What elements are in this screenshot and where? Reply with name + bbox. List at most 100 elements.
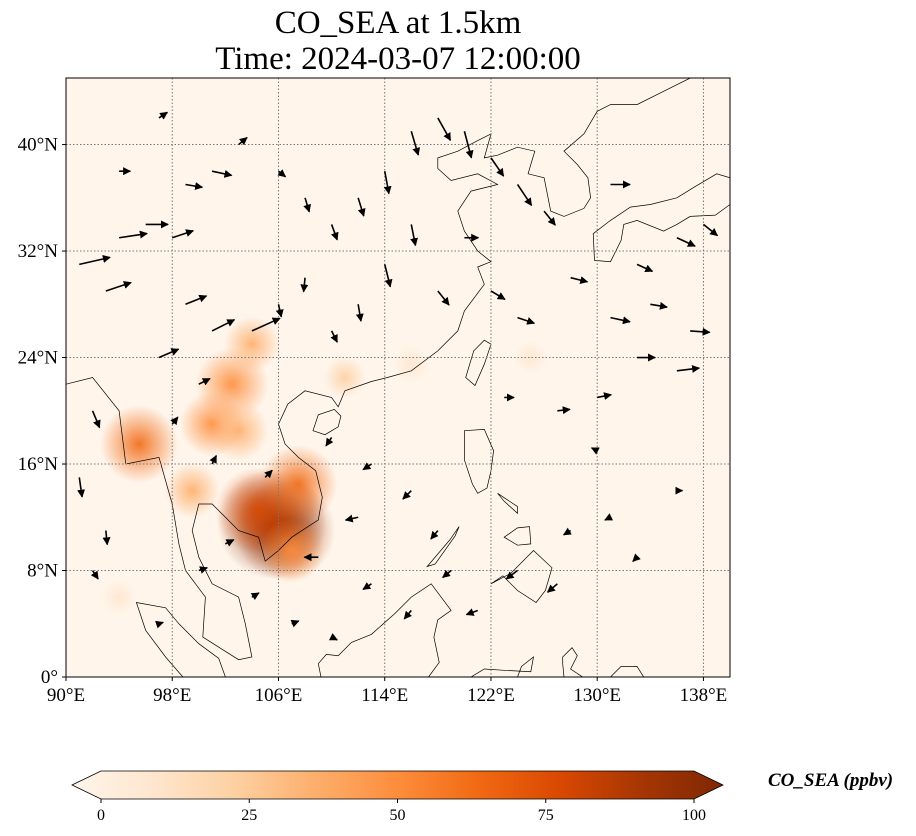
wind-arrow <box>102 530 111 546</box>
coastline <box>426 526 460 568</box>
y-tick-label: 24°N <box>18 348 59 369</box>
wind-arrow <box>570 276 589 285</box>
wind-arrow <box>557 406 571 415</box>
wind-arrow <box>437 290 450 306</box>
wind-arrow <box>590 447 600 455</box>
coastline <box>503 526 532 546</box>
co-hotspot <box>323 356 366 399</box>
coastline <box>317 583 452 677</box>
y-axis-ticks: 0° 8°N 16°N 24°N 32°N 40°N <box>18 135 66 688</box>
wind-arrow <box>437 117 452 142</box>
coastline <box>66 78 691 661</box>
wind-arrow <box>597 392 612 401</box>
x-tick-label: 122°E <box>467 685 515 706</box>
coastline <box>610 666 645 677</box>
wind-arrow <box>610 316 631 325</box>
wind-arrow <box>211 169 233 178</box>
wind-arrow <box>225 538 235 547</box>
wind-arrow <box>490 157 505 177</box>
x-tick-label: 130°E <box>573 685 621 706</box>
map-title: CO_SEA at 1.5km <box>274 5 522 41</box>
wind-vectors <box>77 111 719 641</box>
coastline <box>470 656 535 677</box>
wind-arrow <box>250 592 260 601</box>
wind-arrow <box>546 583 558 593</box>
colorbar-tick-label: 50 <box>390 807 406 824</box>
wind-arrow <box>562 527 572 536</box>
wind-arrow <box>383 171 392 195</box>
wind-arrow <box>300 277 309 293</box>
wind-arrow <box>330 330 338 343</box>
wind-arrow <box>105 281 132 292</box>
colorbar-tick-label: 100 <box>682 807 706 824</box>
colorbar-tick-label: 75 <box>538 807 554 824</box>
wind-arrow <box>632 553 641 562</box>
co-hotspot <box>259 518 325 583</box>
wind-arrow <box>355 304 364 322</box>
wind-arrow <box>211 318 236 332</box>
wind-arrow <box>158 111 169 120</box>
colorbar-tick-label: 25 <box>241 807 257 824</box>
wind-arrow <box>77 477 86 498</box>
wind-arrow <box>277 169 287 178</box>
wind-arrow <box>238 136 248 146</box>
co-concentration-field <box>100 316 548 615</box>
y-tick-label: 16°N <box>18 454 59 475</box>
co-hotspot <box>164 462 220 519</box>
wind-arrow <box>604 513 614 521</box>
y-tick-label: 40°N <box>18 135 59 156</box>
map-frame <box>65 77 731 678</box>
coastlines <box>66 78 730 677</box>
wind-arrow <box>403 609 412 620</box>
wind-arrow <box>185 294 208 306</box>
colorbar-ramp <box>71 770 724 800</box>
wind-arrow <box>676 237 696 247</box>
wind-arrow <box>383 264 393 288</box>
wind-arrow <box>79 255 111 266</box>
wind-arrow <box>185 182 204 191</box>
wind-arrow <box>543 210 556 226</box>
map-plot-area <box>66 78 730 677</box>
wind-arrow <box>410 131 421 156</box>
wind-arrow <box>344 514 359 523</box>
wind-arrow <box>90 570 99 580</box>
wind-arrow <box>171 229 194 239</box>
colorbar-ticks: 0 25 50 75 100 <box>97 799 706 824</box>
coastline <box>464 429 494 494</box>
x-tick-label: 138°E <box>680 685 728 706</box>
wind-arrow <box>209 454 217 465</box>
wind-arrow <box>430 530 439 540</box>
colorbar-tick-label: 0 <box>97 807 105 824</box>
wind-arrow <box>91 410 101 429</box>
wind-arrow <box>676 364 701 373</box>
co-hotspot <box>514 341 548 375</box>
x-tick-label: 106°E <box>255 685 303 706</box>
co-hotspot <box>100 405 179 484</box>
coastline <box>562 647 584 677</box>
co-hotspot <box>259 444 338 523</box>
x-tick-label: 98°E <box>153 685 191 706</box>
colorbar: 0 25 50 75 100 <box>71 770 724 824</box>
wind-arrow <box>362 462 372 471</box>
wind-arrow <box>517 316 536 325</box>
co-hotspot <box>224 316 280 372</box>
wind-arrow <box>463 131 474 159</box>
wind-arrow <box>505 569 519 580</box>
x-tick-label: 90°E <box>47 685 85 706</box>
wind-arrow <box>690 327 711 336</box>
wind-arrow <box>516 184 533 207</box>
wind-arrow <box>275 304 284 318</box>
wind-arrow <box>357 197 366 217</box>
wind-arrow <box>251 317 281 332</box>
wind-arrow <box>636 263 654 273</box>
wind-arrow <box>330 224 339 241</box>
y-tick-label: 8°N <box>27 561 58 582</box>
wind-arrow <box>465 608 478 616</box>
coastline <box>497 493 518 515</box>
wind-arrow <box>198 566 208 574</box>
wind-arrow <box>410 224 418 247</box>
wind-arrow <box>198 377 211 386</box>
gridlines <box>66 78 730 677</box>
co-hotspot <box>208 400 269 461</box>
